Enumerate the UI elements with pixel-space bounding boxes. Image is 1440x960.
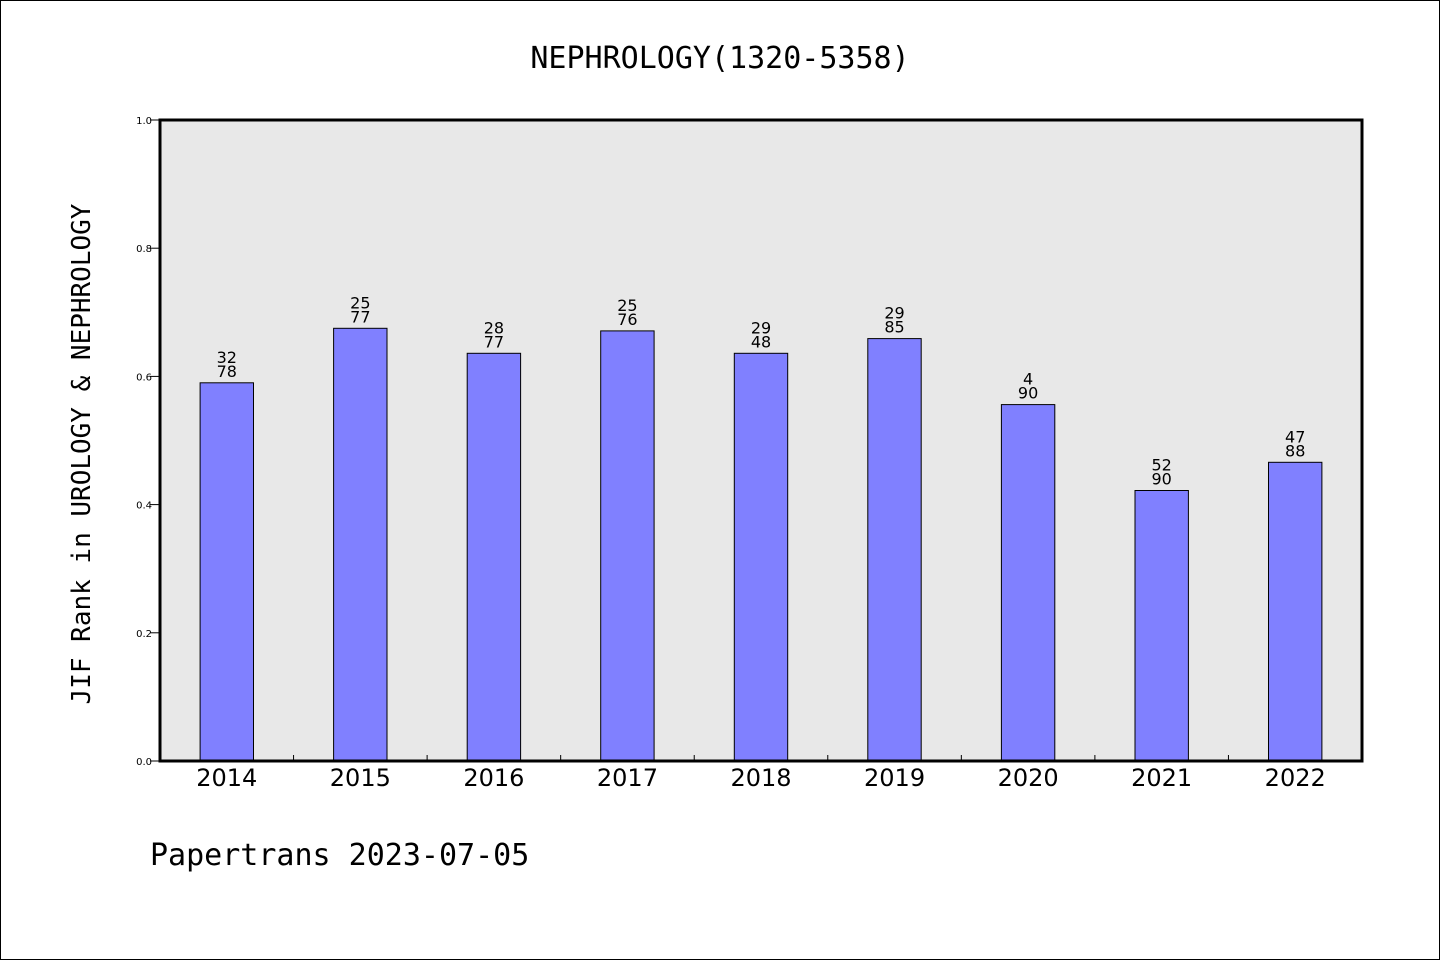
x-tick-label-2014: 2014 [196, 764, 257, 792]
chart-title: NEPHROLOGY(1320-5358) [530, 41, 909, 76]
bar-label-bottom-2014: 78 [217, 362, 237, 381]
bar-label-bottom-2016: 77 [484, 332, 504, 351]
x-tick-label-2021: 2021 [1131, 764, 1192, 792]
bar-2022 [1268, 461, 1323, 762]
bar-2015 [333, 327, 388, 762]
bar-label-bottom-2022: 88 [1285, 441, 1305, 460]
bar-2014 [199, 382, 255, 762]
bar-2017 [600, 330, 655, 762]
bar-label-bottom-2019: 85 [884, 318, 904, 337]
bar-label-bottom-2018: 48 [751, 332, 771, 351]
x-tick-label-2022: 2022 [1265, 764, 1326, 792]
bar-label-bottom-2021: 90 [1151, 470, 1171, 489]
bar-label-bottom-2015: 77 [350, 307, 370, 326]
bar-label-top-2019: 29 [884, 304, 904, 323]
bar-label-bottom-2017: 76 [617, 310, 637, 329]
bar-label-top-2015: 25 [350, 293, 370, 312]
y-axis-label: JIF Rank in UROLOGY & NEPHROLOGY [67, 203, 97, 704]
bar-2016 [466, 352, 522, 762]
x-tick-label-2020: 2020 [998, 764, 1059, 792]
bar-label-top-2021: 52 [1151, 456, 1171, 475]
bar-label-bottom-2020: 90 [1018, 384, 1038, 403]
x-tick-label-2017: 2017 [597, 764, 658, 792]
x-tick-label-2019: 2019 [864, 764, 925, 792]
y-tick-label-0: 0.0 [136, 757, 152, 768]
bar-label-top-2020: 4 [1023, 370, 1033, 389]
bars [199, 327, 1323, 762]
x-tick-label-2015: 2015 [330, 764, 391, 792]
y-tick-label-5: 1.0 [136, 116, 152, 127]
axis-ticks: 2014 2015 2016 2017 2018 2019 2020 2021 2022 0.0 0… [136, 116, 1326, 792]
bar-label-top-2018: 29 [751, 318, 771, 337]
y-tick-label-2: 0.4 [136, 501, 152, 512]
bar-label-top-2016: 28 [484, 318, 504, 337]
y-tick-label-1: 0.2 [136, 629, 152, 640]
plot-frame [158, 118, 1364, 763]
x-tick-label-2018: 2018 [730, 764, 791, 792]
bar-label-top-2014: 32 [217, 348, 237, 367]
bar-2021 [1134, 490, 1189, 762]
y-tick-label-4: 0.8 [136, 244, 152, 255]
bar-2020 [1000, 404, 1056, 762]
x-tick-label-2016: 2016 [463, 764, 524, 792]
footer-credit: Papertrans 2023-07-05 [150, 838, 529, 873]
bar-2018 [733, 352, 789, 762]
bar-label-top-2017: 25 [617, 296, 637, 315]
y-tick-label-3: 0.6 [136, 372, 152, 383]
bar-label-top-2022: 47 [1285, 427, 1305, 446]
bar-2019 [867, 338, 922, 762]
